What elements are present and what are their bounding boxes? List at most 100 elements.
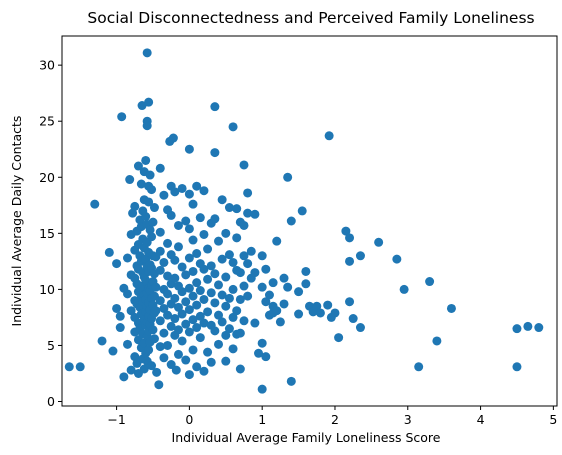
data-point xyxy=(283,282,293,292)
data-point xyxy=(228,257,238,267)
data-point xyxy=(217,195,227,205)
data-point xyxy=(432,336,442,346)
data-point xyxy=(188,291,198,301)
data-point xyxy=(195,311,205,321)
data-point xyxy=(355,323,365,333)
data-point xyxy=(125,175,135,185)
data-point xyxy=(184,305,194,315)
data-point xyxy=(425,277,435,287)
data-point xyxy=(192,300,202,310)
data-point xyxy=(151,306,161,316)
data-point xyxy=(210,326,220,336)
data-point xyxy=(177,336,187,346)
y-tick-label: 10 xyxy=(39,282,55,297)
data-point xyxy=(170,314,180,324)
data-point xyxy=(170,293,180,303)
data-point xyxy=(90,199,100,209)
data-point xyxy=(254,348,264,358)
data-point xyxy=(192,362,202,372)
data-point xyxy=(184,283,194,293)
data-point xyxy=(184,224,194,234)
data-point xyxy=(168,133,178,143)
data-point xyxy=(166,321,176,331)
data-point xyxy=(199,294,209,304)
data-point xyxy=(184,370,194,380)
data-point xyxy=(243,291,253,301)
data-point xyxy=(203,307,213,317)
data-point xyxy=(257,384,267,394)
data-point xyxy=(184,189,194,199)
data-point xyxy=(512,324,522,334)
data-point xyxy=(272,306,282,316)
data-point xyxy=(184,144,194,154)
x-tick-label: 2 xyxy=(331,412,339,427)
data-point xyxy=(144,97,154,107)
data-point xyxy=(272,236,282,246)
data-point xyxy=(228,284,238,294)
data-point xyxy=(264,290,274,300)
data-point xyxy=(210,214,220,224)
data-point xyxy=(142,48,152,58)
x-axis: −1 0 1 2 3 4 5 xyxy=(107,406,557,427)
data-point xyxy=(203,274,213,284)
data-point xyxy=(239,220,249,230)
data-point xyxy=(155,316,165,326)
data-point xyxy=(139,364,149,374)
data-point xyxy=(221,228,231,238)
data-point xyxy=(217,317,227,327)
data-point xyxy=(257,282,267,292)
y-tick-label: 0 xyxy=(47,394,55,409)
data-point xyxy=(206,357,216,367)
data-point xyxy=(159,353,169,363)
data-point xyxy=(224,293,234,303)
data-point xyxy=(315,308,325,318)
data-point xyxy=(217,290,227,300)
data-point xyxy=(214,339,224,349)
chart-title: Social Disconnectedness and Perceived Fa… xyxy=(87,9,534,27)
data-point xyxy=(341,226,351,236)
data-point xyxy=(144,197,154,207)
data-point xyxy=(145,225,155,235)
data-point xyxy=(119,372,129,382)
data-point xyxy=(141,212,151,222)
data-point xyxy=(199,366,209,376)
data-point xyxy=(261,297,271,307)
data-point xyxy=(64,362,74,372)
data-point xyxy=(133,161,143,171)
data-point xyxy=(228,312,238,322)
data-point xyxy=(173,302,183,312)
data-point xyxy=(257,251,267,261)
data-point xyxy=(170,255,180,265)
data-point xyxy=(446,303,456,313)
data-point xyxy=(235,328,245,338)
data-point xyxy=(163,340,173,350)
data-point xyxy=(173,325,183,335)
data-point xyxy=(181,297,191,307)
data-point xyxy=(243,259,253,269)
data-point xyxy=(181,270,191,280)
data-point xyxy=(239,251,249,261)
data-point xyxy=(232,233,242,243)
data-point xyxy=(301,279,311,289)
data-point xyxy=(173,242,183,252)
data-point xyxy=(210,148,220,158)
data-point xyxy=(250,209,260,219)
data-point xyxy=(130,201,140,211)
data-point xyxy=(195,333,205,343)
data-point xyxy=(177,309,187,319)
data-point xyxy=(195,213,205,223)
data-point xyxy=(250,318,260,328)
data-point xyxy=(123,253,133,263)
data-point xyxy=(210,102,220,112)
data-point xyxy=(147,185,157,195)
data-point xyxy=(206,288,216,298)
data-point xyxy=(159,257,169,267)
data-point xyxy=(181,216,191,226)
data-point xyxy=(184,327,194,337)
data-point xyxy=(210,298,220,308)
data-point xyxy=(203,244,213,254)
data-point xyxy=(286,216,296,226)
data-point xyxy=(279,273,289,283)
data-point xyxy=(192,249,202,259)
data-point xyxy=(136,179,146,189)
